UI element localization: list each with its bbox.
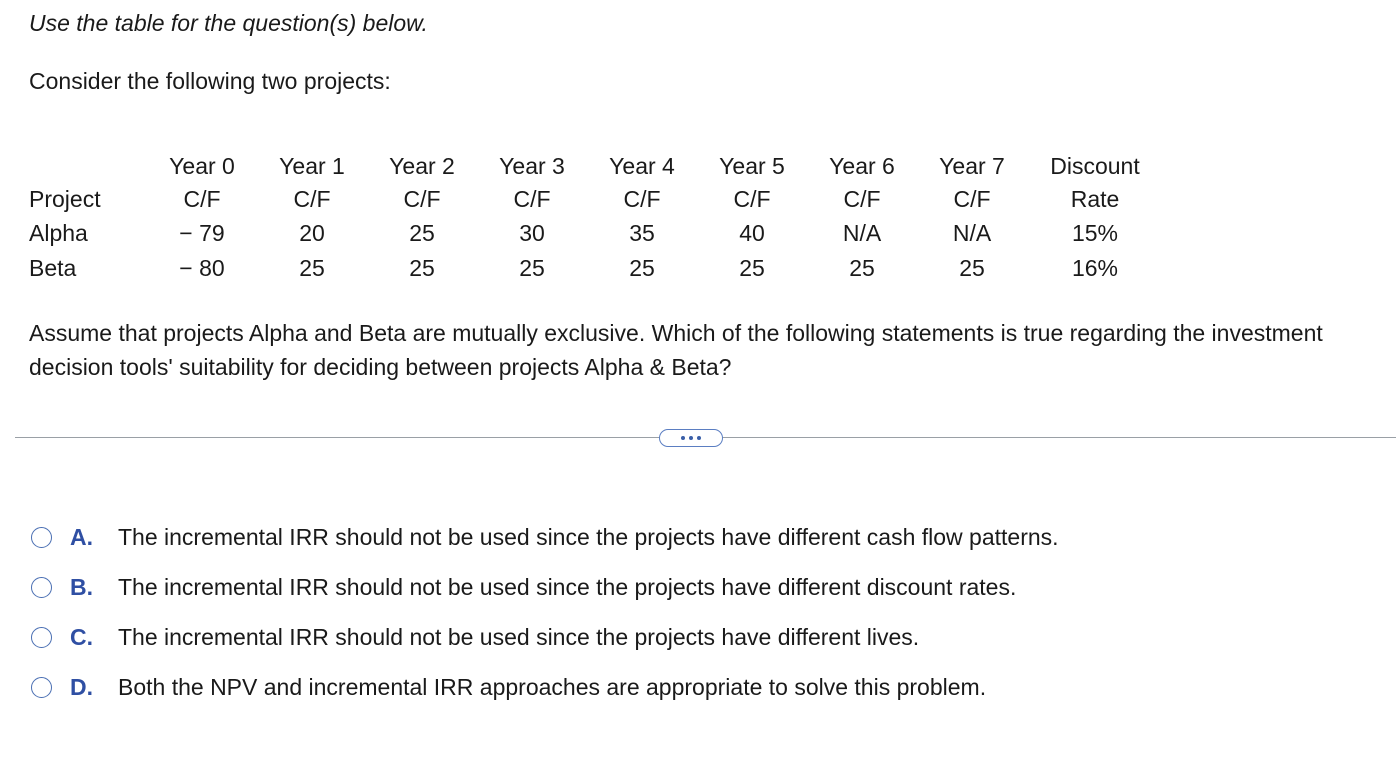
radio-unselected-icon[interactable] (31, 626, 52, 648)
cash-flow-cell: 25 (739, 255, 765, 281)
cash-flow-cell: − 79 (179, 220, 225, 246)
more-dots-icon[interactable] (659, 429, 723, 447)
discount-rate-cell: 16% (1071, 255, 1119, 281)
table-row-beta: Beta − 80 25 25 25 25 25 25 25 16% (29, 251, 1163, 286)
radio-unselected-icon[interactable] (31, 576, 52, 598)
header-year-4: Year 4 C/F (609, 153, 675, 212)
answer-options: A. The incremental IRR should not be use… (31, 512, 1059, 712)
cash-flow-cell: − 80 (179, 255, 225, 281)
dot (689, 436, 693, 440)
option-letter: A. (70, 523, 93, 550)
table-row-alpha: Alpha − 79 20 25 30 35 40 N/A N/A 15% (29, 216, 1163, 251)
header-year-1: Year 1 C/F (279, 153, 345, 212)
cash-flow-cell: 25 (409, 255, 435, 281)
project-name: Alpha (29, 220, 88, 246)
cash-flow-cell: 40 (739, 220, 765, 246)
option-text: The incremental IRR should not be used s… (118, 573, 1017, 600)
option-text: Both the NPV and incremental IRR approac… (118, 673, 987, 700)
dot (697, 436, 701, 440)
header-year-2: Year 2 C/F (389, 153, 455, 212)
radio-unselected-icon[interactable] (31, 676, 52, 698)
cash-flow-cell: 25 (959, 255, 985, 281)
header-year-3: Year 3 C/F (499, 153, 565, 212)
cash-flow-cell: 25 (849, 255, 875, 281)
option-letter: B. (70, 573, 93, 600)
option-text: The incremental IRR should not be used s… (118, 523, 1059, 550)
cash-flow-cell: 20 (299, 220, 325, 246)
radio-unselected-icon[interactable] (31, 526, 52, 548)
cash-flow-cell: 35 (629, 220, 655, 246)
cash-flow-cell: N/A (842, 220, 882, 246)
header-year-5: Year 5 C/F (719, 153, 785, 212)
option-c[interactable]: C. The incremental IRR should not be use… (31, 612, 1059, 662)
lead-text: Consider the following two projects: (29, 68, 391, 94)
project-name: Beta (29, 255, 77, 281)
cash-flow-cell: N/A (952, 220, 992, 246)
header-year-6: Year 6 C/F (829, 153, 895, 212)
option-d[interactable]: D. Both the NPV and incremental IRR appr… (31, 662, 1059, 712)
option-letter: C. (70, 623, 93, 650)
instruction-text: Use the table for the question(s) below. (29, 10, 428, 36)
cash-flow-cell: 25 (519, 255, 545, 281)
option-text: The incremental IRR should not be used s… (118, 623, 920, 650)
header-year-0: Year 0 C/F (169, 153, 235, 212)
discount-rate-cell: 15% (1071, 220, 1119, 246)
table-header-row: Project Year 0 C/F Year 1 C/F Year 2 C/F Ye… (29, 150, 1163, 216)
cash-flow-cell: 25 (629, 255, 655, 281)
option-b[interactable]: B. The incremental IRR should not be use… (31, 562, 1059, 612)
cash-flow-cell: 25 (409, 220, 435, 246)
header-project: Project (29, 186, 101, 212)
cash-flow-cell: 25 (299, 255, 325, 281)
option-a[interactable]: A. The incremental IRR should not be use… (31, 512, 1059, 562)
question-text: Assume that projects Alpha and Beta are … (29, 320, 1323, 380)
dot (681, 436, 685, 440)
header-year-7: Year 7 C/F (939, 153, 1005, 212)
option-letter: D. (70, 673, 93, 700)
cash-flow-table: Project Year 0 C/F Year 1 C/F Year 2 C/F Ye… (29, 150, 1163, 286)
cash-flow-cell: 30 (519, 220, 545, 246)
header-discount-rate: Discount Rate (1050, 153, 1140, 212)
